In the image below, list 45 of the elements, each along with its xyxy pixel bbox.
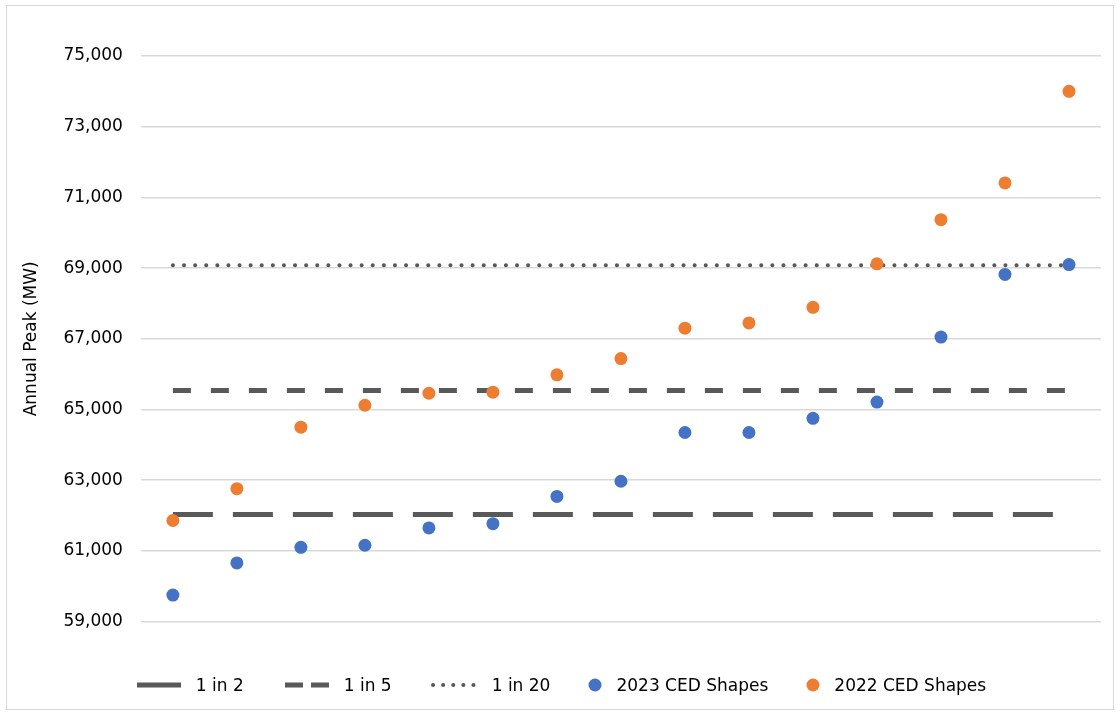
y-tick-label: 63,000 bbox=[63, 468, 123, 489]
point bbox=[806, 411, 820, 425]
point bbox=[870, 395, 884, 409]
y-tick-label: 73,000 bbox=[63, 115, 123, 136]
point bbox=[934, 213, 948, 227]
point bbox=[230, 556, 244, 570]
point bbox=[422, 386, 436, 400]
y-tick-label: 59,000 bbox=[63, 610, 123, 631]
y-tick-label: 75,000 bbox=[63, 44, 123, 65]
point bbox=[550, 368, 564, 382]
point bbox=[614, 352, 628, 366]
y-axis-title: Annual Peak (MW) bbox=[19, 261, 40, 417]
point bbox=[1062, 258, 1076, 272]
point bbox=[486, 385, 500, 399]
point bbox=[934, 330, 948, 344]
legend-label: 2022 CED Shapes bbox=[834, 675, 987, 695]
legend-label: 1 in 5 bbox=[343, 675, 392, 695]
point bbox=[358, 538, 372, 552]
y-tick-label: 61,000 bbox=[63, 539, 123, 560]
point bbox=[1062, 84, 1076, 98]
point bbox=[998, 267, 1012, 281]
legend-label: 1 in 2 bbox=[195, 675, 244, 695]
legend-label: 2023 CED Shapes bbox=[616, 675, 769, 695]
point bbox=[294, 540, 308, 554]
point bbox=[806, 300, 820, 314]
y-tick-label: 65,000 bbox=[63, 397, 123, 418]
point bbox=[166, 514, 180, 527]
point bbox=[614, 474, 628, 488]
point bbox=[870, 257, 884, 271]
legend-label: 1 in 20 bbox=[491, 675, 551, 695]
y-tick-label: 69,000 bbox=[63, 256, 123, 277]
point bbox=[358, 398, 372, 412]
point bbox=[742, 425, 756, 439]
point bbox=[678, 425, 692, 439]
y-tick-label: 67,000 bbox=[63, 327, 123, 348]
point bbox=[422, 521, 436, 535]
point bbox=[678, 321, 692, 335]
y-tick-label: 71,000 bbox=[63, 185, 123, 206]
point bbox=[230, 482, 244, 496]
point bbox=[742, 316, 756, 330]
point bbox=[486, 517, 500, 531]
point bbox=[998, 176, 1012, 190]
point bbox=[166, 588, 180, 602]
point bbox=[294, 420, 308, 434]
point bbox=[550, 489, 564, 503]
